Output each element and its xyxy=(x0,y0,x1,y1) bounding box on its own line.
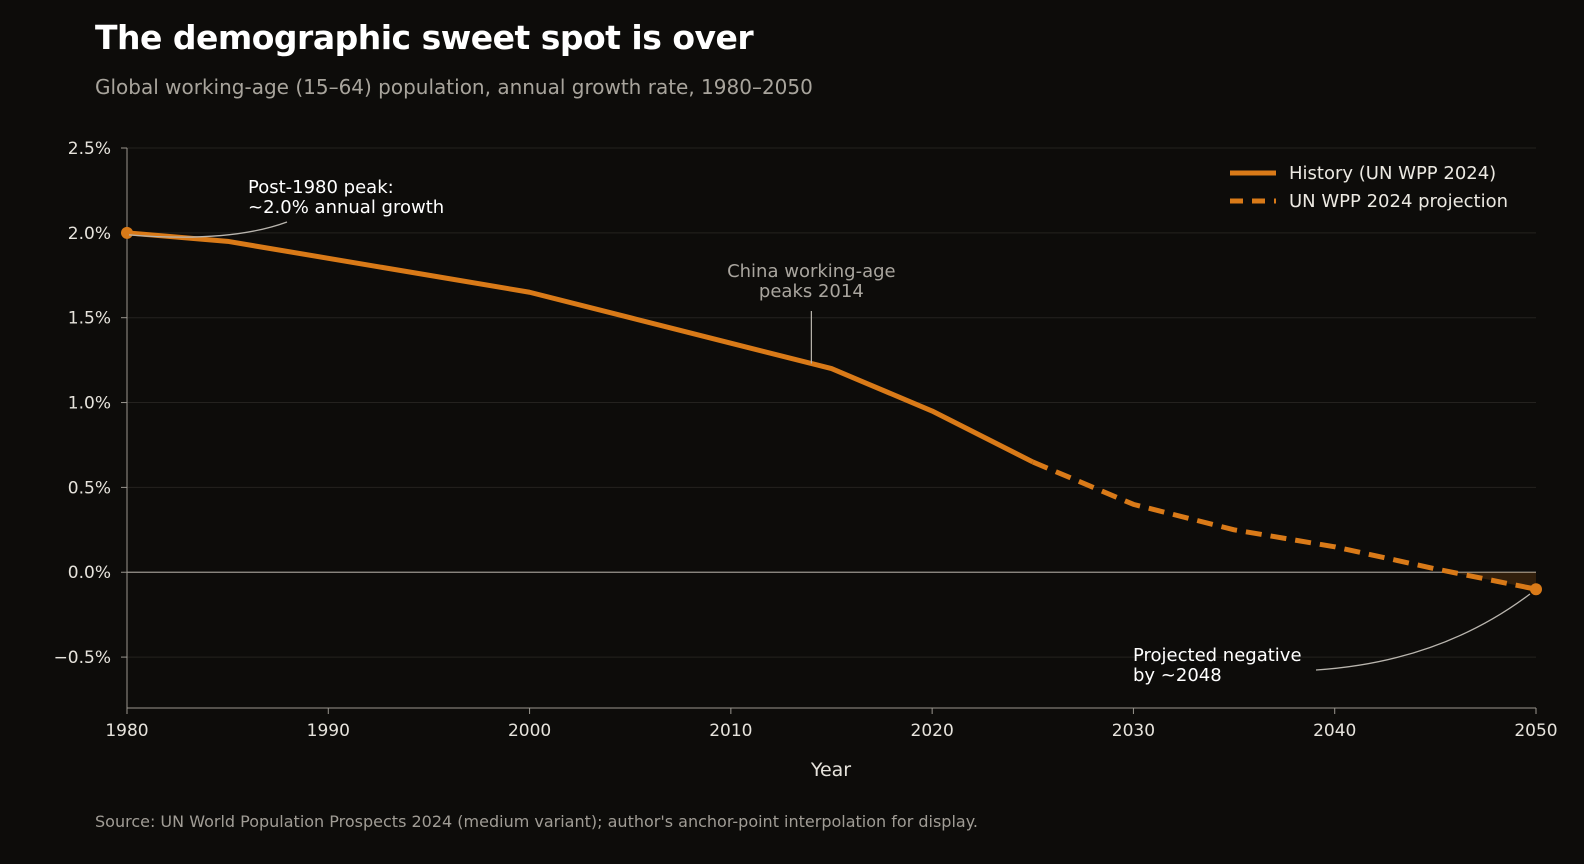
x-tick-label: 2020 xyxy=(911,721,954,741)
series-lines xyxy=(121,226,1542,596)
x-tick-label: 1980 xyxy=(105,721,148,741)
gridlines xyxy=(127,147,1536,658)
y-tick-label: −0.5% xyxy=(54,648,111,668)
x-tick-label: 2040 xyxy=(1313,721,1356,741)
chart-subtitle: Global working-age (15–64) population, a… xyxy=(95,75,813,99)
china-annotation-text: peaks 2014 xyxy=(759,281,864,302)
legend-label: UN WPP 2024 projection xyxy=(1289,191,1508,212)
peak-annotation-text: ~2.0% annual growth xyxy=(248,197,444,218)
y-tick-label: 0.5% xyxy=(68,478,111,498)
x-tick-label: 2050 xyxy=(1514,721,1557,741)
end-point-marker xyxy=(1530,583,1542,596)
y-tick-label: 1.5% xyxy=(68,309,111,329)
legend-label: History (UN WPP 2024) xyxy=(1289,163,1496,184)
y-tick-label: 2.0% xyxy=(68,224,111,244)
x-axis-title: Year xyxy=(810,759,851,781)
history-line xyxy=(126,230,1034,465)
axes: −0.5% 0.0% 0.5% 1.0% 1.5% 2.0% 2.5% 1980 1990 200… xyxy=(54,139,1558,741)
y-tick-label: 2.5% xyxy=(68,139,111,159)
projection-line xyxy=(1031,459,1537,592)
annotations: Post-1980 peak:~2.0% annual growth China … xyxy=(128,177,1531,686)
source-note: Source: UN World Population Prospects 20… xyxy=(95,812,978,831)
y-tick-label: 1.0% xyxy=(68,394,111,414)
china-annotation-text: China working-age xyxy=(727,261,896,282)
negative-annotation-text: Projected negative xyxy=(1133,645,1302,666)
x-tick-label: 1990 xyxy=(307,721,350,741)
x-tick-label: 2030 xyxy=(1112,721,1155,741)
x-tick-label: 2000 xyxy=(508,721,551,741)
negative-area xyxy=(1452,572,1536,590)
x-tick-label: 2010 xyxy=(709,721,752,741)
negative-connector xyxy=(1315,593,1531,671)
start-point-marker xyxy=(121,226,133,239)
y-tick-label: 0.0% xyxy=(68,563,111,583)
negative-annotation-text: by ~2048 xyxy=(1133,665,1222,686)
peak-connector xyxy=(128,221,288,238)
legend: History (UN WPP 2024) UN WPP 2024 project… xyxy=(1230,163,1508,212)
peak-annotation-text: Post-1980 peak: xyxy=(248,177,394,198)
chart-title: The demographic sweet spot is over xyxy=(95,18,754,57)
